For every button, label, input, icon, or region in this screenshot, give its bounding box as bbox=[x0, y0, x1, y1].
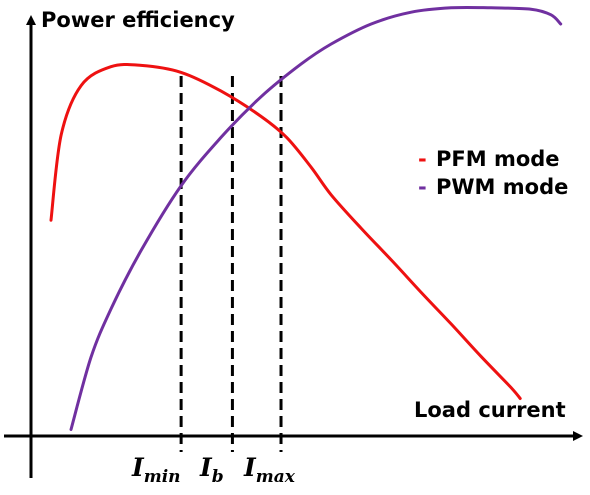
tick-label-imin: Imin bbox=[132, 453, 181, 487]
legend-item-pwm: - PWM mode bbox=[418, 173, 568, 201]
series-line-pfm-mode bbox=[49, 62, 522, 400]
tick-label-ib: Ib bbox=[200, 453, 224, 487]
tick-imin-sub: min bbox=[143, 467, 181, 487]
legend-pfm-marker: - bbox=[418, 147, 427, 171]
tick-ib-main: I bbox=[200, 453, 212, 482]
legend-pfm-label: PFM mode bbox=[436, 147, 560, 171]
y-axis-label: Power efficiency bbox=[41, 8, 235, 32]
legend-pwm-label: PWM mode bbox=[436, 175, 569, 199]
tick-label-imax: Imax bbox=[244, 453, 295, 487]
legend: - PFM mode - PWM mode bbox=[418, 145, 568, 201]
tick-imin-main: I bbox=[132, 453, 144, 482]
tick-imax-main: I bbox=[244, 453, 256, 482]
legend-item-pfm: - PFM mode bbox=[418, 145, 568, 173]
x-axis-label: Load current bbox=[414, 398, 566, 422]
series-line-pwm-mode bbox=[69, 5, 563, 431]
legend-pwm-marker: - bbox=[418, 175, 427, 199]
tick-ib-sub: b bbox=[211, 467, 224, 487]
tick-imax-sub: max bbox=[255, 467, 295, 487]
series-lines bbox=[49, 5, 563, 431]
reference-lines bbox=[179, 76, 283, 452]
